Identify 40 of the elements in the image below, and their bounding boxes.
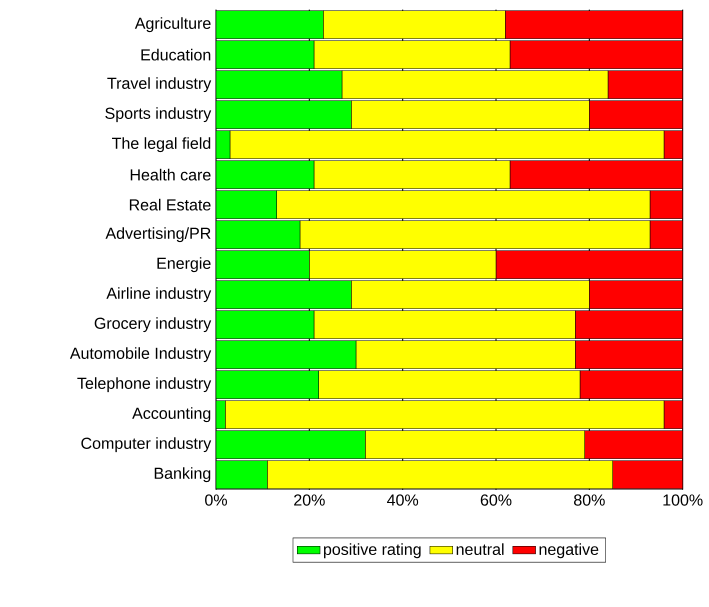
legend-label: neutral — [456, 543, 504, 556]
y-tick-label: The legal field — [112, 137, 210, 152]
y-tick-label: Energie — [157, 257, 211, 272]
y-tick-label: Health care — [130, 168, 211, 181]
bar — [216, 70, 342, 99]
bar — [216, 310, 314, 339]
bar — [216, 460, 268, 489]
y-tick-label: Travel industry — [107, 77, 212, 92]
y-tick-label: Banking — [154, 467, 210, 482]
bar — [216, 130, 230, 159]
y-tick-label: Automobile Industry — [70, 347, 212, 362]
x-tick-label: 0% — [205, 494, 227, 506]
y-tick-label: Agriculture — [134, 17, 211, 32]
y-tick-label: Education — [141, 48, 210, 61]
bar — [216, 370, 319, 399]
bar — [216, 430, 366, 459]
legend-label: negative — [540, 543, 598, 558]
bar — [216, 190, 277, 219]
y-tick-label: Accounting — [132, 407, 210, 422]
x-tick-label: 60% — [480, 494, 512, 506]
x-tick-label: 100% — [663, 494, 703, 506]
y-tick-label: Telephone industry — [77, 377, 212, 392]
y-tick-label: Grocery industry — [94, 317, 212, 332]
y-tick-label: Airline industry — [106, 287, 212, 302]
bar — [216, 10, 324, 39]
y-tick-label: Computer industry — [81, 437, 212, 452]
y-tick-label: Advertising/PR — [105, 227, 211, 242]
bar — [216, 250, 310, 279]
x-tick-label: 40% — [387, 494, 418, 506]
y-tick-label: Sports industry — [105, 107, 212, 122]
bar — [216, 160, 314, 189]
bar — [216, 100, 352, 129]
bar — [216, 220, 300, 249]
bar — [216, 280, 352, 309]
x-tick-label: 20% — [294, 494, 325, 506]
bar — [216, 40, 314, 69]
bar — [216, 340, 356, 369]
x-tick-label: 80% — [574, 494, 605, 506]
legend-label: positive rating — [324, 543, 421, 558]
y-tick-label: Real Estate — [130, 198, 211, 211]
